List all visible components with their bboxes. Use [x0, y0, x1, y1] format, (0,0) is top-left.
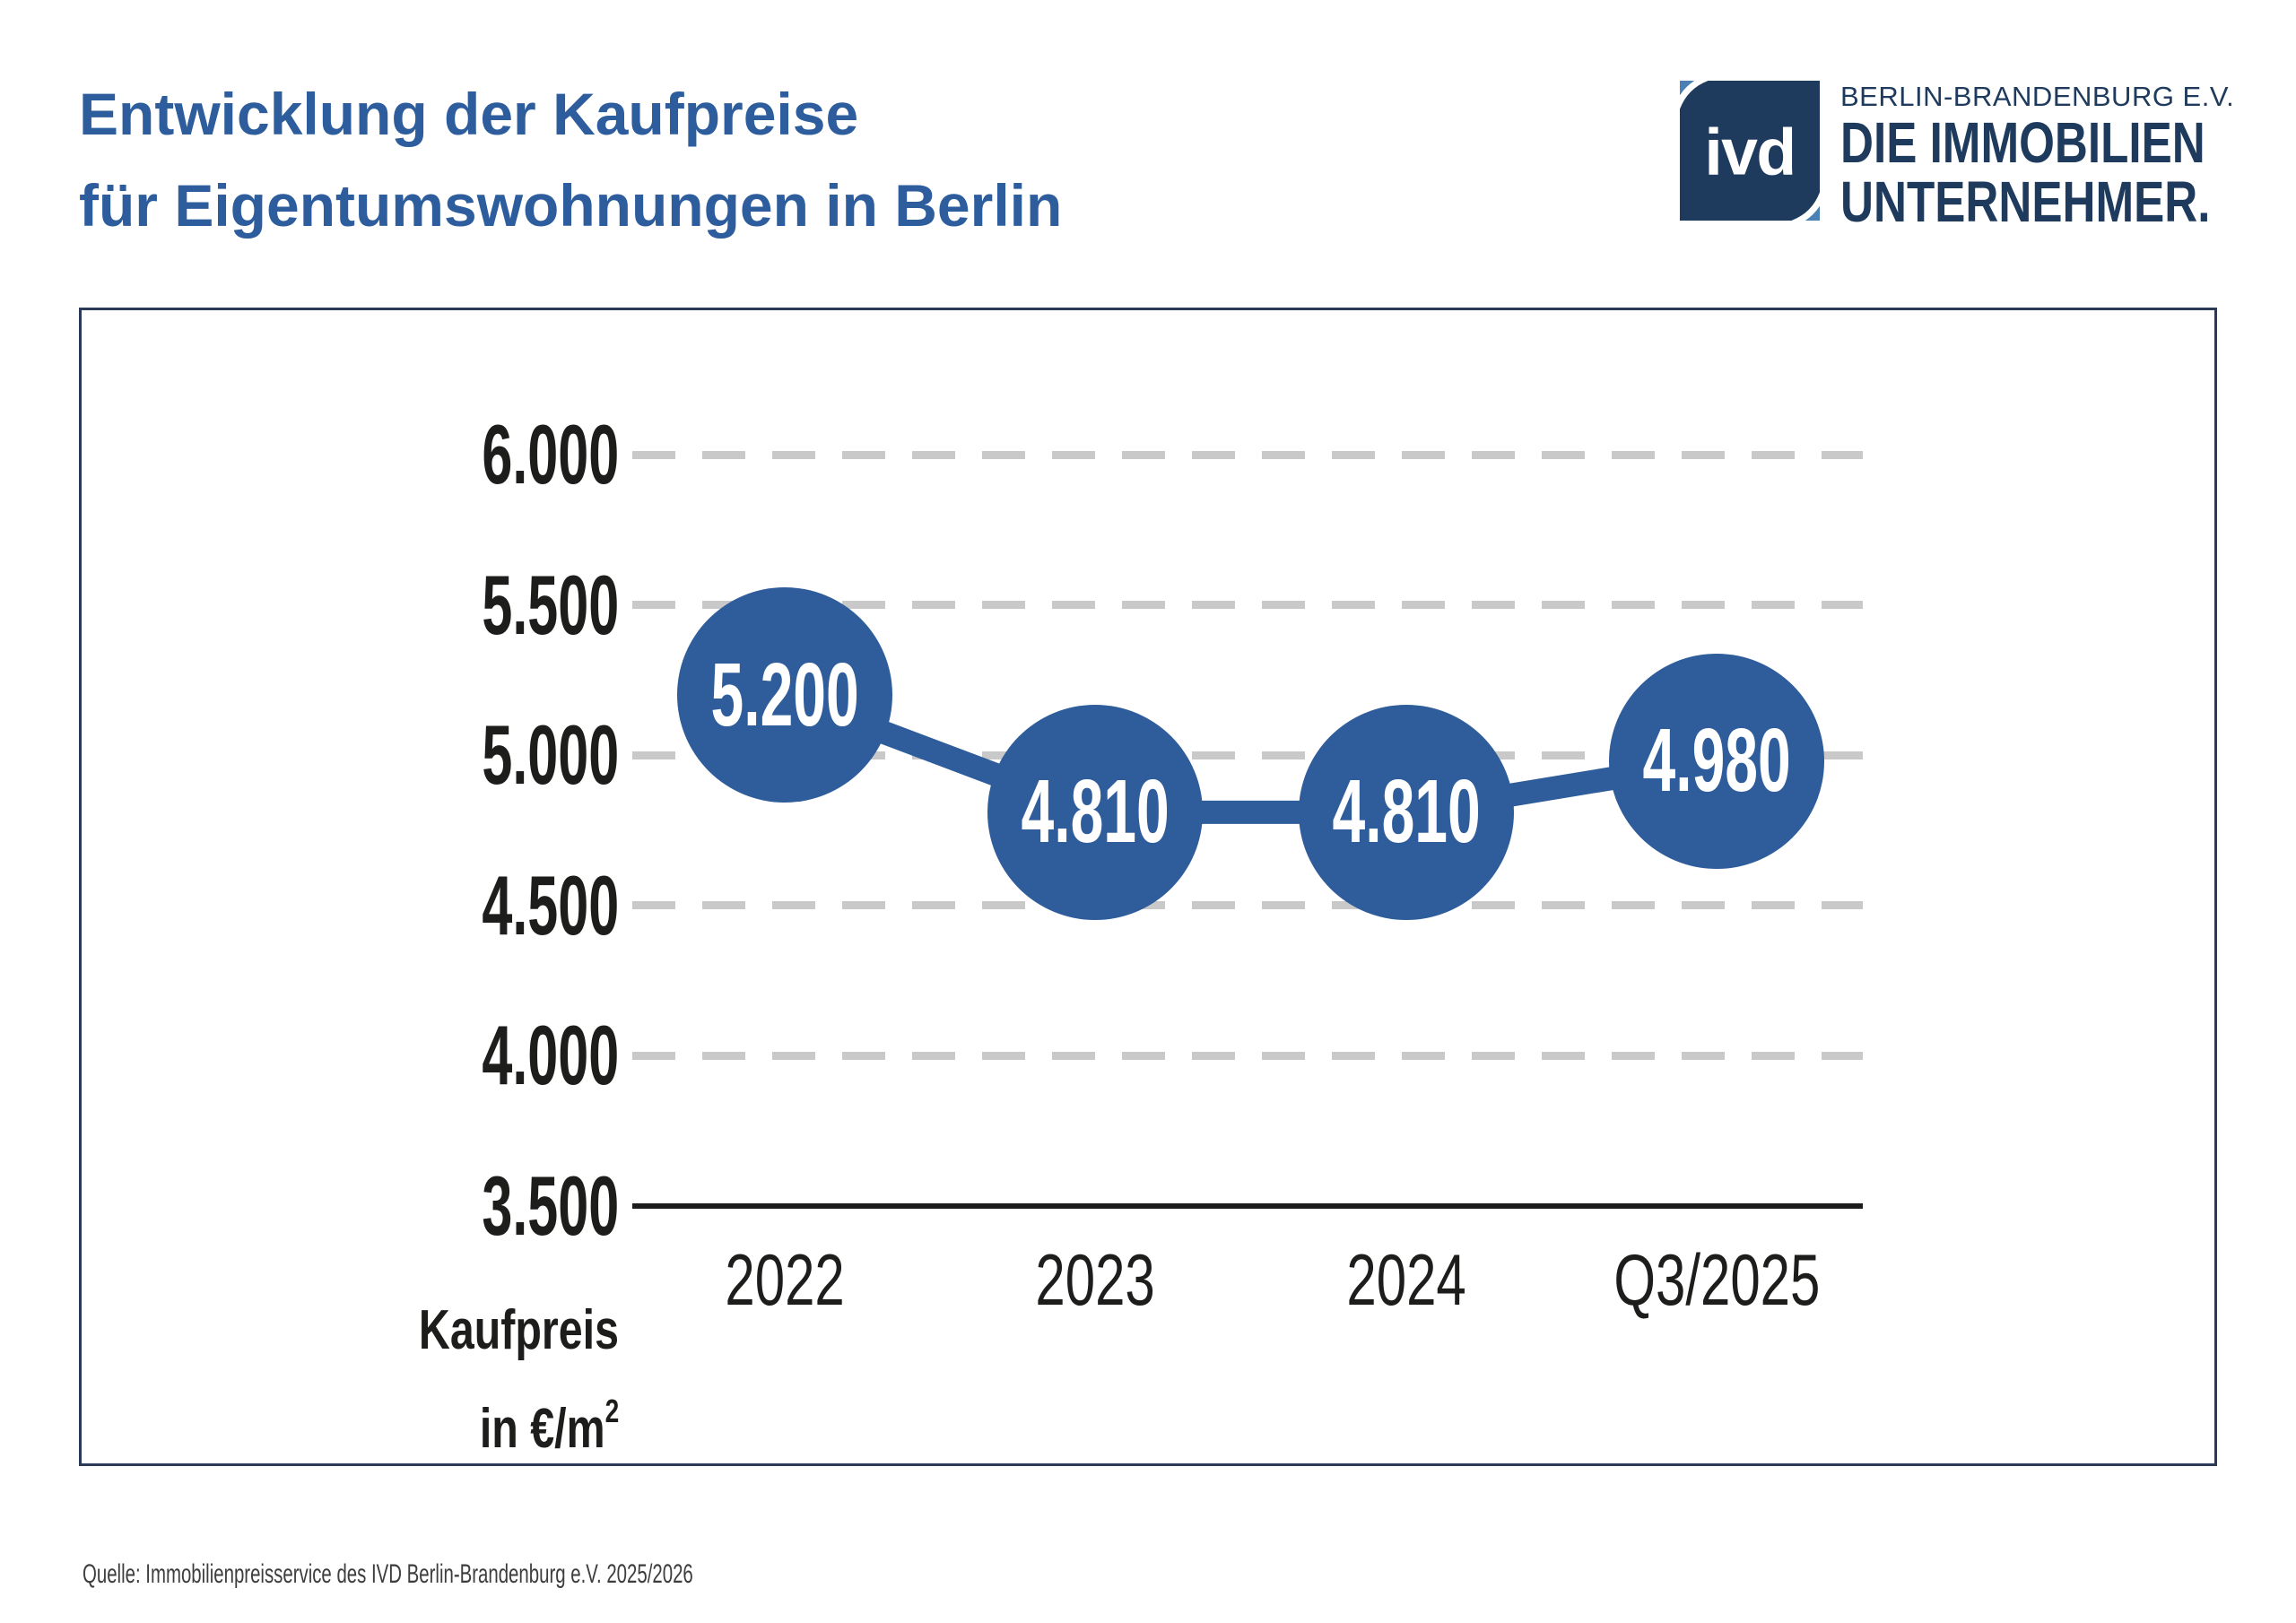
chart-frame [79, 308, 2217, 1466]
data-point-value: 5.200 [710, 644, 859, 745]
x-tick-text: Q3/2025 [1613, 1240, 1820, 1321]
gridline-6.000 [632, 450, 1863, 459]
x-tick-label-Q3/2025: Q3/2025 [1561, 1240, 1872, 1321]
data-point-Q3/2025: 4.980 [1608, 653, 1824, 869]
y-tick-label: 5.500 [0, 557, 619, 652]
x-axis-line [632, 1203, 1863, 1209]
logo-leaf-shape [1680, 81, 1820, 221]
x-tick-text: 2022 [725, 1240, 845, 1321]
page-title: Entwicklung der Kaufpreise für Eigentums… [79, 68, 1424, 251]
source-note-text: Quelle: Immobilienpreisservice des IVD B… [83, 1559, 693, 1589]
source-note: Quelle: Immobilienpreisservice des IVD B… [83, 1557, 2145, 1593]
logo-claim-line1-text: DIE IMMOBILIEN [1840, 110, 2205, 175]
y-tick-text: 4.500 [482, 857, 619, 952]
x-tick-label-2024: 2024 [1251, 1240, 1561, 1321]
y-axis-unit-line2: in €/m2 [0, 1380, 619, 1461]
data-point-value: 4.810 [1021, 761, 1170, 863]
gridline-4.500 [632, 901, 1863, 910]
y-axis-unit-label: Kaufpreis in €/m2 [0, 1299, 619, 1461]
logo-claim-line2-text: UNTERNEHMER. [1840, 169, 2211, 234]
y-tick-label: 6.000 [0, 412, 619, 497]
data-point-2024: 4.810 [1298, 704, 1514, 920]
y-axis-unit-line2-text: in €/m [479, 1398, 605, 1460]
y-tick-label: 4.500 [0, 857, 619, 952]
x-tick-label-2023: 2023 [940, 1240, 1250, 1321]
y-tick-text: 5.000 [482, 707, 619, 803]
y-tick-text: 6.000 [482, 407, 619, 501]
x-tick-text: 2023 [1035, 1240, 1155, 1321]
x-tick-label-2022: 2022 [630, 1240, 940, 1321]
gridline-5.500 [632, 601, 1863, 610]
y-axis-unit-line1: Kaufpreis [0, 1299, 619, 1362]
y-tick-label: 3.500 [0, 1164, 619, 1248]
y-axis-unit-line1-text: Kaufpreis [418, 1299, 619, 1361]
page-title-line1: Entwicklung der Kaufpreise [79, 81, 859, 147]
ivd-logo-mark-icon: ivd [1680, 81, 1820, 221]
logo-claim-line2: UNTERNEHMER. [1840, 172, 2296, 231]
data-point-2022: 5.200 [677, 587, 892, 803]
y-tick-label: 5.000 [0, 713, 619, 797]
y-tick-text: 3.500 [482, 1159, 619, 1253]
x-tick-text: 2024 [1345, 1240, 1466, 1321]
y-tick-text: 4.000 [482, 1008, 619, 1103]
y-axis-unit-superscript: 2 [604, 1393, 619, 1429]
y-tick-text: 5.500 [482, 557, 619, 652]
data-point-2023: 4.810 [987, 704, 1204, 920]
page-title-line2: für Eigentumswohnungen in Berlin [79, 172, 1063, 239]
logo-mark-text: ivd [1704, 116, 1795, 189]
logo-claim-line1: DIE IMMOBILIEN [1840, 113, 2296, 172]
gridline-4.000 [632, 1051, 1863, 1060]
data-point-value: 4.980 [1642, 710, 1791, 812]
data-point-value: 4.810 [1332, 761, 1481, 863]
logo-association-line: BERLIN-BRANDENBURG E.V. [1840, 81, 2235, 112]
y-tick-label: 4.000 [0, 1013, 619, 1098]
